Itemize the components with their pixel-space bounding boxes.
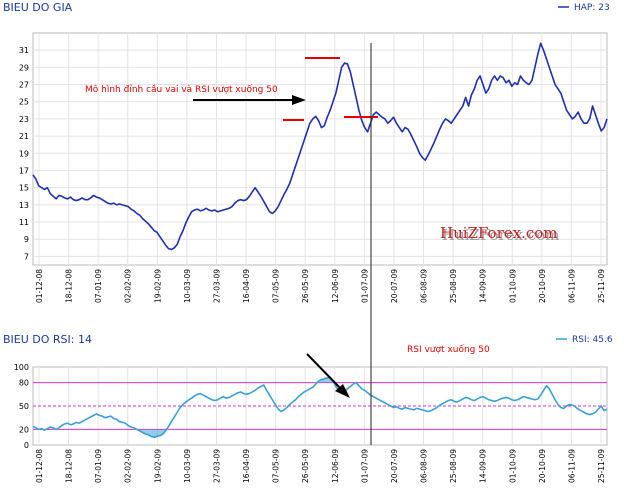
r-xtick-label: 25-11-09 <box>597 449 606 483</box>
price-x-axis: 01-12-08 18-12-08 07-01-09 02-02-09 19-02-09… <box>35 269 606 303</box>
rsi-reference-lines <box>33 382 607 430</box>
rsi-annotation: RSI vượt xuống 50 <box>407 344 490 355</box>
p-ytick-label: 7 <box>24 252 29 261</box>
r-xtick-label: 02-02-09 <box>124 449 133 483</box>
watermark: HuiZForex.com <box>440 224 558 242</box>
p-ytick-label: 25 <box>19 98 29 107</box>
r-extreme-fill <box>318 377 333 383</box>
r-ytick-label: 50 <box>19 402 29 411</box>
r-xtick-label: 10-03-09 <box>183 449 192 483</box>
r-xtick-label: 19-02-09 <box>153 449 162 483</box>
rsi-chart: BIEU DO RSI: 14 RSI: 45.6 0 20 50 80 100 01-… <box>3 333 613 483</box>
p-xtick-label: 25-08-09 <box>449 269 458 303</box>
watermark-shadow: HuiZForex.com <box>442 226 560 244</box>
p-xtick-label: 18-12-08 <box>65 269 74 303</box>
p-xtick-label: 26-05-09 <box>301 269 310 303</box>
price-chart: BIEU DO GIA HAP: 23 7 9 11 13 15 17 19 21 23 25 27… <box>3 1 610 303</box>
r-xtick-label: 12-06-09 <box>331 449 340 483</box>
p-ytick-label: 23 <box>19 115 29 124</box>
price-chart-title: BIEU DO GIA <box>3 1 73 14</box>
r-xtick-label: 20-10-09 <box>538 449 547 483</box>
r-xtick-label: 16-04-09 <box>242 449 251 483</box>
p-ytick-label: 13 <box>19 201 29 210</box>
price-gridlines <box>33 33 607 265</box>
p-xtick-label: 07-01-09 <box>94 269 103 303</box>
p-xtick-label: 01-12-08 <box>35 269 44 303</box>
price-y-axis: 7 9 11 13 15 17 19 21 23 25 27 29 31 <box>19 46 29 261</box>
r-xtick-label: 06-11-09 <box>567 449 576 483</box>
p-xtick-label: 06-08-09 <box>420 269 429 303</box>
p-ytick-label: 17 <box>19 166 29 175</box>
r-ytick-label: 0 <box>24 441 29 450</box>
p-ytick-label: 19 <box>19 149 29 158</box>
price-legend: HAP: 23 <box>558 3 610 13</box>
p-ytick-label: 29 <box>19 63 29 72</box>
p-xtick-label: 25-11-09 <box>597 269 606 303</box>
p-xtick-label: 20-10-09 <box>538 269 547 303</box>
r-ytick-label: 80 <box>19 379 29 388</box>
r-xtick-label: 18-12-08 <box>65 449 74 483</box>
p-xtick-label: 20-07-09 <box>390 269 399 303</box>
p-xtick-label: 14-09-09 <box>479 269 488 303</box>
p-xtick-label: 06-11-09 <box>567 269 576 303</box>
price-legend-label: HAP: 23 <box>574 3 610 13</box>
rsi-legend-label: RSI: 45.6 <box>572 335 613 345</box>
p-ytick-label: 21 <box>19 132 29 141</box>
p-xtick-label: 07-05-09 <box>272 269 281 303</box>
rsi-extreme-fills <box>136 377 333 438</box>
rsi-chart-title: BIEU DO RSI: 14 <box>3 333 92 346</box>
r-xtick-label: 07-05-09 <box>272 449 281 483</box>
p-ytick-label: 9 <box>24 235 29 244</box>
price-series-line <box>32 42 608 251</box>
p-ytick-label: 27 <box>19 81 29 90</box>
p-ytick-label: 11 <box>19 218 29 227</box>
rsi-legend: RSI: 45.6 <box>556 335 613 345</box>
r-xtick-label: 06-08-09 <box>420 449 429 483</box>
price-annotation: Mô hình đỉnh cầu vai và RSI vượt xuống 5… <box>85 84 278 95</box>
price-plot-area <box>32 32 608 266</box>
p-ytick-label: 15 <box>19 184 29 193</box>
p-xtick-label: 12-06-09 <box>331 269 340 303</box>
p-xtick-label: 02-02-09 <box>124 269 133 303</box>
r-xtick-label: 01-10-09 <box>508 449 517 483</box>
r-xtick-label: 26-05-09 <box>301 449 310 483</box>
p-xtick-label: 01-10-09 <box>508 269 517 303</box>
r-ytick-label: 20 <box>19 425 29 434</box>
p-xtick-label: 01-07-09 <box>360 269 369 303</box>
r-xtick-label: 27-03-09 <box>212 449 221 483</box>
rsi-x-axis: 01-12-08 18-12-08 07-01-09 02-02-09 19-02-09… <box>35 449 606 483</box>
r-xtick-label: 01-07-09 <box>360 449 369 483</box>
p-xtick-label: 27-03-09 <box>212 269 221 303</box>
rsi-y-axis: 0 20 50 80 100 <box>14 363 29 450</box>
rsi-series-line <box>32 376 608 438</box>
r-xtick-label: 20-07-09 <box>390 449 399 483</box>
r-xtick-label: 07-01-09 <box>94 449 103 483</box>
r-xtick-label: 14-09-09 <box>479 449 488 483</box>
r-ytick-label: 100 <box>14 363 29 372</box>
p-xtick-label: 10-03-09 <box>183 269 192 303</box>
p-ytick-label: 31 <box>19 46 29 55</box>
r-xtick-label: 25-08-09 <box>449 449 458 483</box>
rsi-annotation-arrow <box>306 353 350 398</box>
p-xtick-label: 19-02-09 <box>153 269 162 303</box>
price-annotation-arrow <box>193 95 306 105</box>
p-xtick-label: 16-04-09 <box>242 269 251 303</box>
r-xtick-label: 01-12-08 <box>35 449 44 483</box>
